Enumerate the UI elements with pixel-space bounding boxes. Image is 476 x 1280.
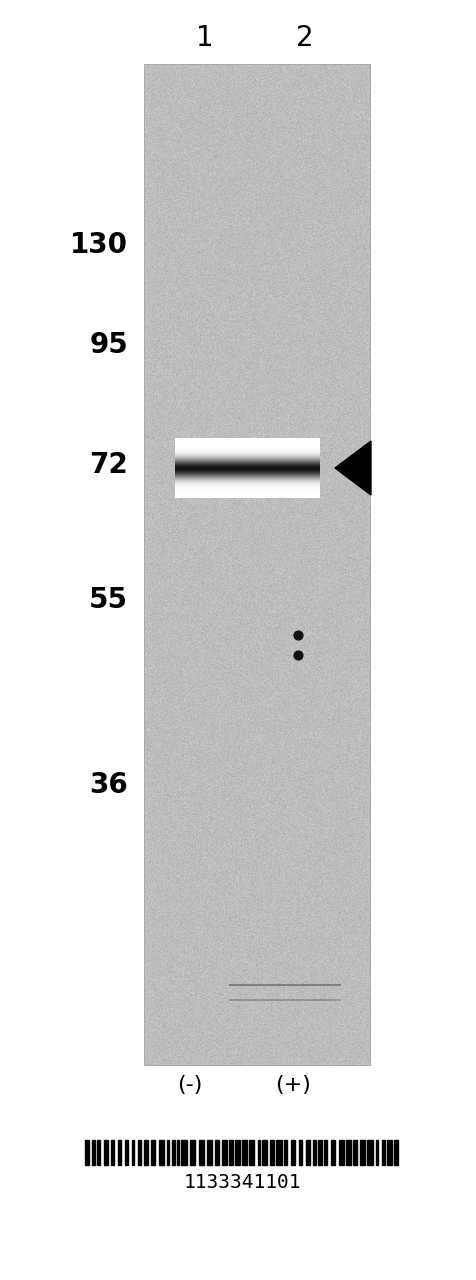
Bar: [159, 1140, 164, 1165]
Bar: [306, 1140, 309, 1165]
Bar: [276, 1140, 281, 1165]
Bar: [144, 1140, 148, 1165]
Text: 36: 36: [89, 771, 128, 799]
Bar: [221, 1140, 227, 1165]
Text: (+): (+): [275, 1075, 310, 1094]
Text: 1133341101: 1133341101: [183, 1172, 301, 1192]
Bar: [283, 1140, 287, 1165]
Bar: [312, 1140, 315, 1165]
Bar: [228, 1140, 232, 1165]
Bar: [381, 1140, 384, 1165]
Text: 1: 1: [196, 24, 213, 52]
Bar: [375, 1140, 377, 1165]
Text: 130: 130: [70, 230, 128, 259]
Bar: [269, 1140, 273, 1165]
Bar: [317, 1140, 321, 1165]
Bar: [345, 1140, 350, 1165]
Bar: [167, 1140, 169, 1165]
Bar: [198, 1140, 204, 1165]
Bar: [138, 1140, 141, 1165]
Polygon shape: [334, 442, 370, 495]
Bar: [215, 1140, 218, 1165]
Bar: [261, 1140, 267, 1165]
Bar: [207, 1140, 211, 1165]
Bar: [132, 1140, 134, 1165]
Point: [294, 645, 301, 666]
Bar: [352, 1140, 356, 1165]
Point: [294, 625, 301, 645]
Bar: [323, 1140, 327, 1165]
Bar: [290, 1140, 294, 1165]
Text: 55: 55: [89, 586, 128, 614]
Bar: [386, 1140, 391, 1165]
Bar: [359, 1140, 364, 1165]
Bar: [235, 1140, 239, 1165]
Bar: [180, 1140, 187, 1165]
Bar: [248, 1140, 253, 1165]
Bar: [104, 1140, 108, 1165]
Bar: [338, 1140, 343, 1165]
Bar: [241, 1140, 247, 1165]
Bar: [177, 1140, 178, 1165]
Bar: [393, 1140, 397, 1165]
Text: 2: 2: [296, 24, 313, 52]
Bar: [258, 1140, 259, 1165]
Bar: [366, 1140, 372, 1165]
Bar: [189, 1140, 195, 1165]
Bar: [111, 1140, 114, 1165]
Text: 95: 95: [89, 332, 128, 358]
Bar: [172, 1140, 175, 1165]
Bar: [85, 1140, 89, 1165]
Bar: [92, 1140, 95, 1165]
Bar: [298, 1140, 301, 1165]
Bar: [330, 1140, 334, 1165]
Bar: [125, 1140, 128, 1165]
Text: (-): (-): [177, 1075, 202, 1094]
Bar: [151, 1140, 155, 1165]
Bar: [118, 1140, 121, 1165]
Bar: [145, 65, 369, 1065]
Bar: [97, 1140, 100, 1165]
Text: 72: 72: [89, 451, 128, 479]
